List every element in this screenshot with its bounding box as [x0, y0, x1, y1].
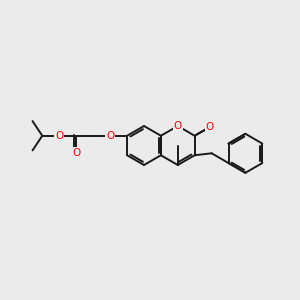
Text: O: O — [72, 148, 80, 158]
Text: O: O — [174, 121, 182, 131]
Text: O: O — [106, 131, 114, 141]
Text: O: O — [55, 131, 63, 141]
Text: O: O — [206, 122, 214, 132]
